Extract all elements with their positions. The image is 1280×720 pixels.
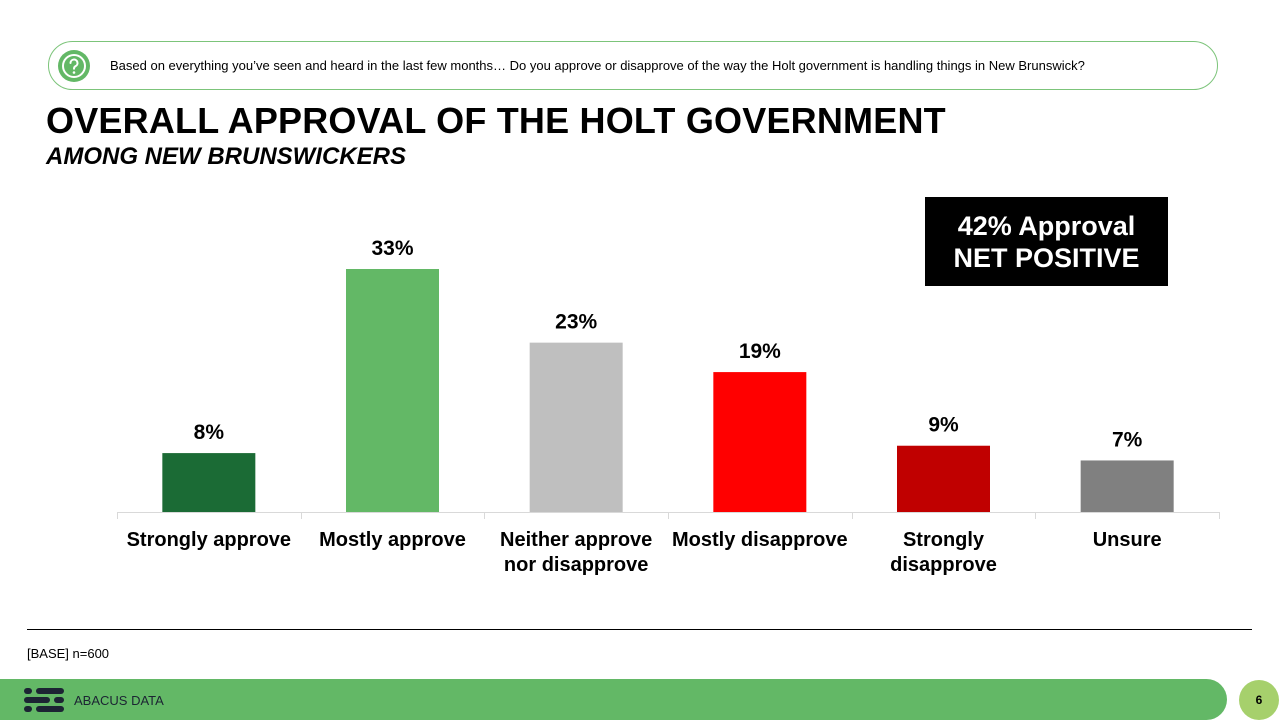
category-label: Neither approve nor disapprove bbox=[500, 529, 652, 576]
category-label: Strongly approve bbox=[127, 529, 291, 551]
data-label: 7% bbox=[1112, 428, 1143, 451]
bar bbox=[713, 372, 807, 512]
category-label: Strongly disapprove bbox=[890, 529, 997, 576]
abacus-logo-icon bbox=[24, 688, 64, 712]
data-label: 9% bbox=[928, 414, 959, 437]
category-label: Unsure bbox=[1093, 529, 1162, 551]
net-approval-callout: 42% Approval NET POSITIVE bbox=[925, 197, 1168, 286]
bar bbox=[346, 269, 439, 512]
question-box: Based on everything you’ve seen and hear… bbox=[48, 41, 1218, 90]
approval-bar-chart: 8% Strongly approve 33% Mostly approve 23% Ne… bbox=[117, 237, 1220, 576]
category-label: Mostly disapprove bbox=[672, 529, 848, 551]
brand-name: ABACUS DATA bbox=[74, 693, 164, 708]
bar bbox=[897, 445, 990, 512]
bar bbox=[529, 342, 623, 512]
bar bbox=[1080, 460, 1174, 512]
page-number: 6 bbox=[1239, 680, 1279, 720]
category-label: Mostly approve bbox=[319, 529, 466, 551]
question-icon bbox=[58, 50, 90, 82]
bar bbox=[162, 453, 256, 512]
footer-divider bbox=[27, 629, 1252, 630]
data-label: 23% bbox=[555, 311, 597, 334]
base-note: [BASE] n=600 bbox=[27, 646, 110, 661]
data-label: 8% bbox=[194, 421, 225, 444]
data-label: 33% bbox=[371, 237, 413, 260]
page-title: OVERALL APPROVAL OF THE HOLT GOVERNMENT bbox=[46, 100, 946, 141]
net-approval-line1: 42% Approval bbox=[957, 210, 1136, 241]
net-approval-line2: NET POSITIVE bbox=[953, 242, 1140, 273]
footer-bar: ABACUS DATA bbox=[0, 679, 1227, 720]
data-label: 19% bbox=[739, 340, 781, 363]
question-text: Based on everything you’ve seen and hear… bbox=[110, 58, 1085, 73]
page-subtitle: AMONG NEW BRUNSWICKERS bbox=[46, 143, 406, 170]
